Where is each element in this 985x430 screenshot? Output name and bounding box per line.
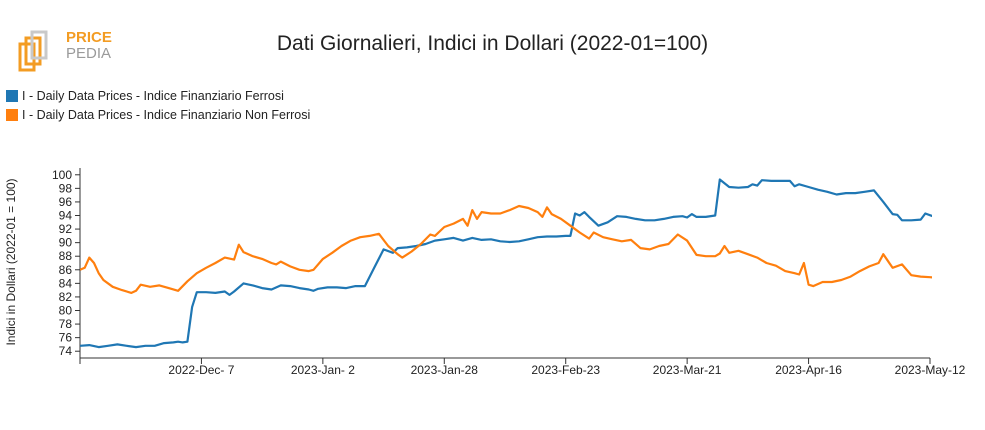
y-tick-label: 88	[59, 249, 73, 263]
y-tick-label: 90	[59, 236, 73, 250]
x-tick-label: 2023-Feb-23	[531, 363, 600, 377]
x-tick-label: 2023-Jan- 2	[291, 363, 355, 377]
y-tick-label: 78	[59, 317, 73, 331]
y-tick-label: 94	[59, 209, 73, 223]
x-tick-label: 2023-Jan-28	[411, 363, 479, 377]
y-axis-title: Indici in Dollari (2022-01 = 100)	[4, 178, 18, 345]
x-tick-label: 2023-May-12	[895, 363, 966, 377]
y-tick-label: 96	[59, 195, 73, 209]
y-tick-label: 92	[59, 222, 73, 236]
series-layer	[80, 180, 985, 348]
x-tick-label: 2023-Apr-16	[775, 363, 842, 377]
y-tick-label: 98	[59, 181, 73, 195]
series-line-non-ferrosi[interactable]	[80, 206, 985, 297]
x-tick-label: 2022-Dec- 7	[168, 363, 234, 377]
y-tick-label: 80	[59, 304, 73, 318]
y-tick-label: 86	[59, 263, 73, 277]
y-tick-label: 74	[59, 344, 73, 358]
x-tick-label: 2023-Mar-21	[653, 363, 722, 377]
y-tick-label: 84	[59, 276, 73, 290]
y-tick-label: 82	[59, 290, 73, 304]
y-tick-label: 100	[52, 168, 72, 182]
y-tick-label: 76	[59, 331, 73, 345]
x-axis: 2022-Dec- 7 2023-Jan- 2 2023-Jan-28 2023-Fe…	[80, 358, 966, 377]
